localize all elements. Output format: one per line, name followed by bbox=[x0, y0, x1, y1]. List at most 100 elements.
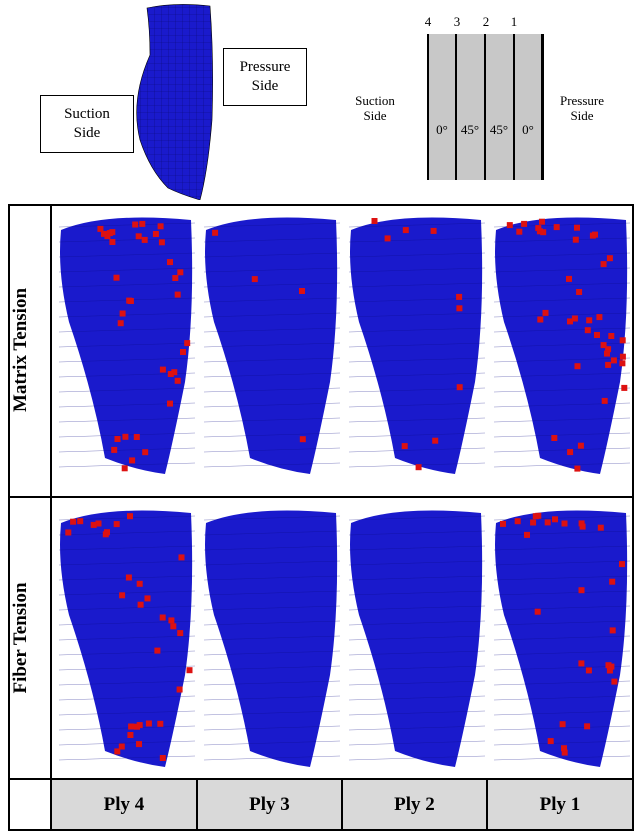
mesh-line bbox=[203, 372, 341, 378]
damage-element bbox=[142, 449, 149, 456]
suction-side-label: Suction Side bbox=[40, 95, 134, 153]
mesh-line bbox=[203, 695, 341, 701]
damage-element bbox=[132, 221, 139, 228]
mesh-line bbox=[348, 560, 486, 566]
damage-element bbox=[171, 369, 178, 376]
damage-element bbox=[530, 519, 537, 526]
mesh-line bbox=[58, 665, 196, 671]
mesh-line bbox=[348, 620, 486, 626]
layup-pressure-label: Pressure Side bbox=[559, 93, 605, 123]
mesh-line bbox=[348, 665, 486, 671]
damage-element bbox=[157, 223, 164, 230]
mesh-line bbox=[493, 387, 631, 393]
column-header-ply-2: Ply 2 bbox=[343, 780, 486, 829]
mesh-line bbox=[203, 267, 341, 273]
damage-element bbox=[167, 400, 173, 407]
mesh-line bbox=[493, 462, 631, 468]
damage-element bbox=[552, 516, 558, 523]
mesh-line bbox=[493, 447, 631, 453]
mesh-line bbox=[493, 252, 631, 258]
mesh-line bbox=[203, 342, 341, 348]
damage-element bbox=[159, 366, 166, 373]
damage-element bbox=[535, 225, 542, 232]
damage-element bbox=[534, 608, 541, 615]
mesh-line bbox=[203, 222, 341, 228]
damage-element bbox=[559, 721, 566, 728]
damage-element bbox=[167, 371, 174, 377]
damage-element bbox=[619, 561, 625, 568]
mesh-line bbox=[348, 695, 486, 701]
mesh-line bbox=[348, 605, 486, 611]
damage-element bbox=[113, 274, 120, 281]
damage-element bbox=[157, 720, 164, 727]
mesh-line bbox=[58, 312, 196, 318]
mesh-line bbox=[58, 545, 196, 551]
damage-element bbox=[401, 443, 408, 450]
damage-element bbox=[139, 220, 146, 227]
damage-element bbox=[592, 231, 598, 238]
blade-mesh bbox=[60, 510, 193, 767]
blade-mesh bbox=[205, 510, 338, 767]
damage-element bbox=[597, 524, 604, 531]
mesh-line bbox=[58, 447, 196, 453]
damage-element bbox=[177, 630, 184, 637]
mesh-line bbox=[348, 515, 486, 521]
mesh-line bbox=[203, 312, 341, 318]
mesh-line bbox=[203, 252, 341, 258]
damage-element bbox=[606, 667, 613, 674]
damage-element bbox=[571, 315, 578, 322]
table-border-left bbox=[8, 204, 10, 831]
damage-element bbox=[608, 333, 615, 339]
mesh-line bbox=[348, 222, 486, 228]
damage-element bbox=[178, 554, 185, 561]
damage-element bbox=[566, 275, 572, 282]
damage-element bbox=[536, 228, 543, 235]
damage-element bbox=[145, 720, 152, 727]
damage-element bbox=[121, 465, 128, 472]
mesh-line bbox=[493, 755, 631, 761]
damage-element bbox=[619, 337, 626, 344]
column-header-ply-3: Ply 3 bbox=[198, 780, 341, 829]
mesh-line bbox=[493, 342, 631, 348]
damage-element bbox=[561, 749, 568, 756]
mesh-line bbox=[348, 417, 486, 423]
blade-mesh bbox=[495, 510, 628, 767]
column-header-ply-4: Ply 4 bbox=[52, 780, 196, 829]
ply-number: 2 bbox=[482, 14, 490, 29]
damage-element bbox=[133, 434, 140, 440]
damage-element bbox=[97, 225, 104, 232]
mesh-line bbox=[203, 575, 341, 581]
mesh-line bbox=[493, 267, 631, 273]
mesh-line bbox=[348, 710, 486, 716]
damage-element bbox=[600, 261, 607, 268]
damage-element bbox=[574, 224, 580, 231]
mesh-line bbox=[348, 432, 486, 438]
mesh-line bbox=[203, 387, 341, 393]
mesh-line bbox=[348, 755, 486, 761]
mesh-line bbox=[203, 710, 341, 716]
mesh-line bbox=[493, 605, 631, 611]
damage-element bbox=[514, 518, 521, 525]
damage-element bbox=[111, 446, 118, 453]
damage-element bbox=[154, 647, 161, 654]
damage-element bbox=[532, 513, 539, 520]
mesh-line bbox=[58, 635, 196, 641]
damage-element bbox=[122, 433, 129, 440]
mesh-line bbox=[203, 665, 341, 671]
ply-angle: 45° bbox=[460, 122, 480, 137]
damage-element bbox=[619, 353, 626, 360]
damage-element bbox=[167, 259, 173, 266]
damage-element bbox=[129, 457, 136, 464]
table-border-col bbox=[50, 204, 52, 831]
mesh-line bbox=[203, 680, 341, 686]
damage-element bbox=[135, 233, 142, 240]
mesh-line bbox=[493, 282, 631, 288]
damage-element bbox=[77, 518, 84, 525]
table-border-right bbox=[632, 204, 634, 831]
damage-element bbox=[65, 529, 72, 536]
damage-element bbox=[544, 519, 551, 526]
damage-element bbox=[611, 678, 618, 685]
damage-element bbox=[542, 309, 549, 316]
damage-element bbox=[114, 436, 121, 442]
